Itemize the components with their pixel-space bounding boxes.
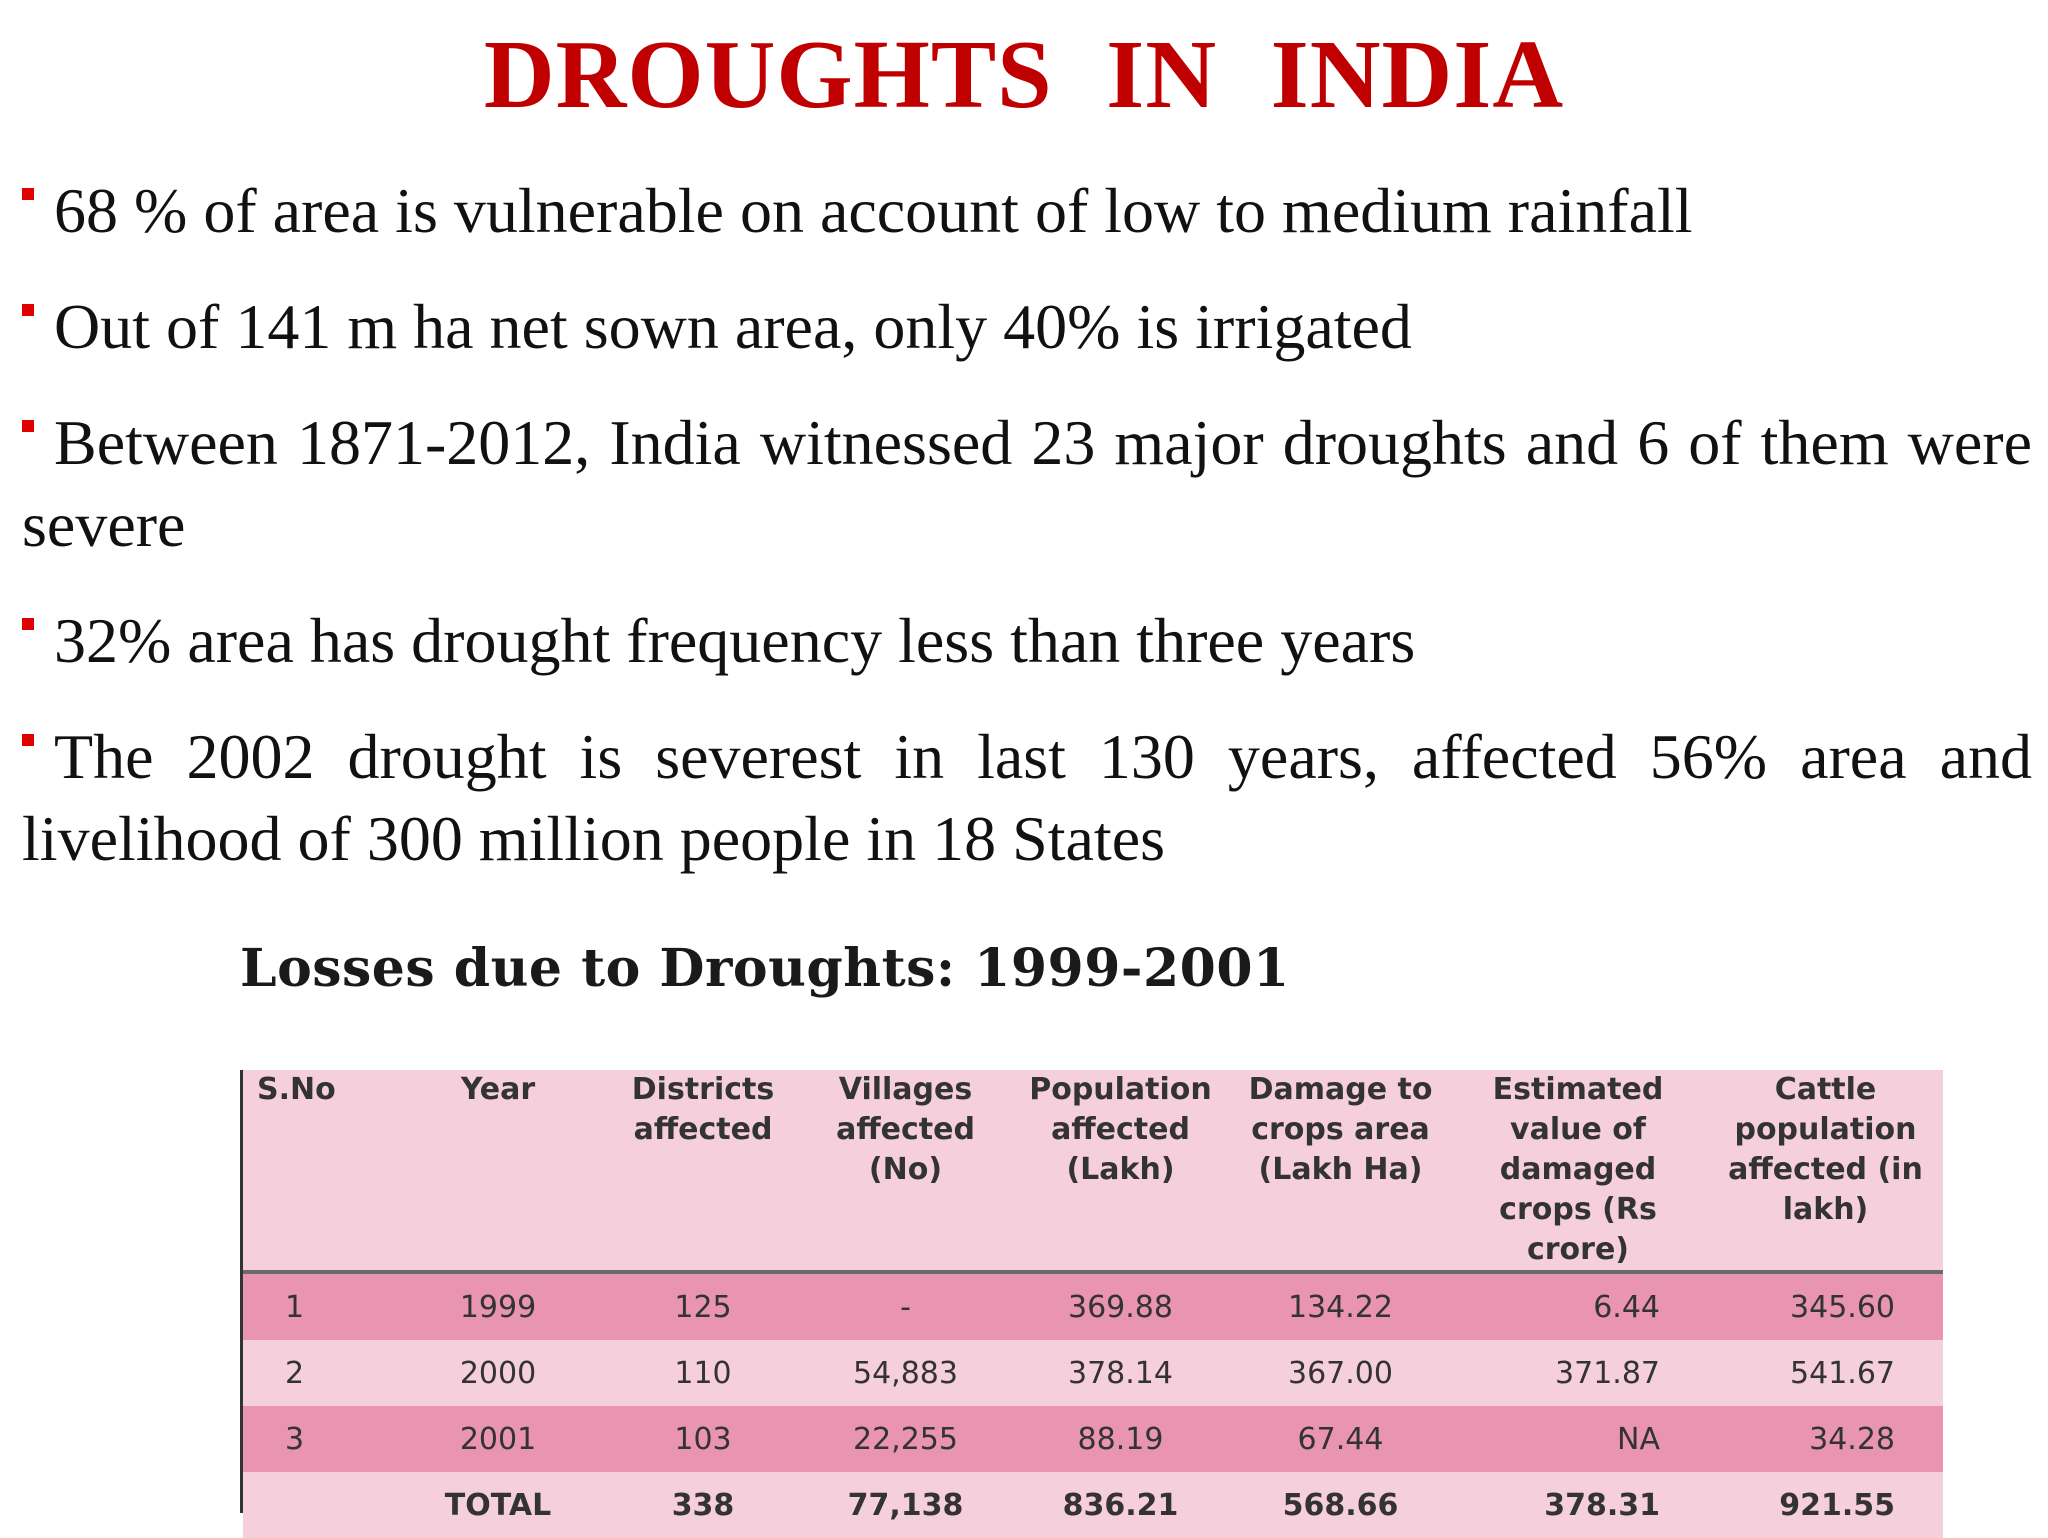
losses-table: S.No Year Districts affected Villages af… bbox=[243, 1070, 1943, 1538]
column-header: Population affected (Lakh) bbox=[1008, 1070, 1233, 1274]
column-header: Villages affected (No) bbox=[803, 1070, 1008, 1274]
table-total-row: TOTAL 338 77,138 836.21 568.66 378.31 92… bbox=[243, 1472, 1943, 1538]
table-cell: 67.44 bbox=[1233, 1406, 1448, 1472]
table-row: 2 2000 110 54,883 378.14 367.00 371.87 5… bbox=[243, 1340, 1943, 1406]
bullet-item: The 2002 drought is severest in last 130… bbox=[22, 716, 2032, 880]
table-cell: 34.28 bbox=[1708, 1406, 1943, 1472]
table-cell: 2000 bbox=[393, 1340, 603, 1406]
column-header: Districts affected bbox=[603, 1070, 803, 1274]
square-bullet-icon bbox=[22, 420, 34, 432]
column-header: S.No bbox=[243, 1070, 393, 1274]
table-cell: 369.88 bbox=[1008, 1272, 1233, 1340]
table-cell: 378.14 bbox=[1008, 1340, 1233, 1406]
table-title: Losses due to Droughts: 1999-2001 bbox=[240, 938, 1290, 999]
column-header: Cattle population affected (in lakh) bbox=[1708, 1070, 1943, 1274]
bullet-text: The 2002 drought is severest in last 130… bbox=[22, 721, 2032, 874]
table-cell: 1999 bbox=[393, 1272, 603, 1340]
losses-table-container: S.No Year Districts affected Villages af… bbox=[240, 1070, 1943, 1538]
table-cell: 345.60 bbox=[1708, 1272, 1943, 1340]
bullet-list: 68 % of area is vulnerable on account of… bbox=[22, 170, 2032, 914]
table-cell: 110 bbox=[603, 1340, 803, 1406]
table-cell: - bbox=[803, 1272, 1008, 1340]
table-cell: 134.22 bbox=[1233, 1272, 1448, 1340]
table-cell: 371.87 bbox=[1448, 1340, 1708, 1406]
column-header: Estimated value of damaged crops (Rs cro… bbox=[1448, 1070, 1708, 1274]
square-bullet-icon bbox=[22, 304, 34, 316]
table-cell: 836.21 bbox=[1008, 1472, 1233, 1538]
table-row: 1 1999 125 - 369.88 134.22 6.44 345.60 bbox=[243, 1272, 1943, 1340]
bullet-text: 68 % of area is vulnerable on account of… bbox=[54, 175, 1693, 246]
bullet-text: 32% area has drought frequency less than… bbox=[54, 605, 1416, 676]
table-cell: 6.44 bbox=[1448, 1272, 1708, 1340]
column-header: Damage to crops area (Lakh Ha) bbox=[1233, 1070, 1448, 1274]
table-header-row: S.No Year Districts affected Villages af… bbox=[243, 1070, 1943, 1274]
table-cell: 88.19 bbox=[1008, 1406, 1233, 1472]
table-cell: NA bbox=[1448, 1406, 1708, 1472]
table-cell: 367.00 bbox=[1233, 1340, 1448, 1406]
table-cell: 338 bbox=[603, 1472, 803, 1538]
square-bullet-icon bbox=[22, 734, 34, 746]
bullet-text: Out of 141 m ha net sown area, only 40% … bbox=[54, 291, 1412, 362]
table-cell: 22,255 bbox=[803, 1406, 1008, 1472]
table-cell: 125 bbox=[603, 1272, 803, 1340]
table-cell: 103 bbox=[603, 1406, 803, 1472]
table-cell: 54,883 bbox=[803, 1340, 1008, 1406]
bullet-item: 32% area has drought frequency less than… bbox=[22, 600, 2032, 682]
bullet-item: Out of 141 m ha net sown area, only 40% … bbox=[22, 286, 2032, 368]
table-cell: 77,138 bbox=[803, 1472, 1008, 1538]
total-label: TOTAL bbox=[393, 1472, 603, 1538]
square-bullet-icon bbox=[22, 188, 34, 200]
table-cell: 2001 bbox=[393, 1406, 603, 1472]
bullet-text: Between 1871-2012, India witnessed 23 ma… bbox=[22, 407, 2032, 560]
bullet-item: 68 % of area is vulnerable on account of… bbox=[22, 170, 2032, 252]
page-title: DROUGHTS IN INDIA bbox=[483, 21, 1565, 129]
column-header: Year bbox=[393, 1070, 603, 1274]
table-cell: 568.66 bbox=[1233, 1472, 1448, 1538]
table-cell: 1 bbox=[243, 1272, 393, 1340]
table-cell: 378.31 bbox=[1448, 1472, 1708, 1538]
table-cell: 541.67 bbox=[1708, 1340, 1943, 1406]
table-cell: 3 bbox=[243, 1406, 393, 1472]
table-row: 3 2001 103 22,255 88.19 67.44 NA 34.28 bbox=[243, 1406, 1943, 1472]
table-cell: 921.55 bbox=[1708, 1472, 1943, 1538]
table-cell bbox=[243, 1472, 393, 1538]
square-bullet-icon bbox=[22, 618, 34, 630]
bullet-item: Between 1871-2012, India witnessed 23 ma… bbox=[22, 402, 2032, 566]
table-cell: 2 bbox=[243, 1340, 393, 1406]
